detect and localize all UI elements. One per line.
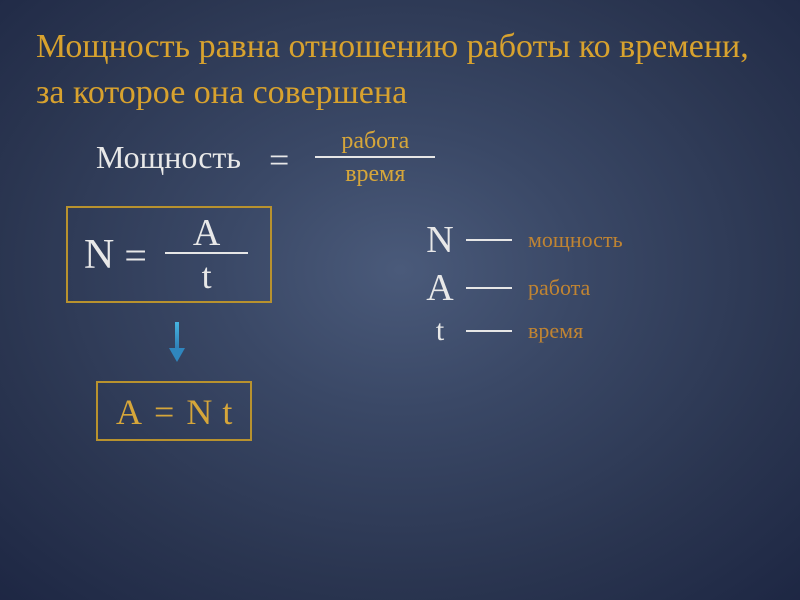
equals-sign: = [154, 391, 174, 433]
symbol-N: N [84, 231, 114, 279]
slide-title: Мощность равна отношению работы ко време… [36, 24, 764, 116]
legend-text-work: работа [528, 275, 590, 301]
legend-text-time: время [528, 318, 583, 344]
word-fraction: работа время [315, 128, 435, 188]
symbol-t: t [202, 254, 212, 297]
formula-box-1: N = A t [66, 206, 272, 303]
equals-sign: = [269, 139, 289, 181]
word-power: Мощность [96, 139, 241, 176]
word-numerator: работа [315, 128, 435, 156]
fraction: A t [165, 214, 248, 297]
symbol-N: N [186, 391, 212, 433]
legend-row-t: t время [416, 314, 623, 348]
legend-dash [466, 239, 512, 241]
legend-row-A: A работа [416, 266, 623, 310]
legend-symbol-A: A [416, 266, 464, 310]
symbol-t: t [222, 391, 232, 433]
equals-sign: = [124, 232, 147, 279]
legend-dash [466, 330, 512, 332]
formula-box-2: A = N t [96, 381, 252, 441]
legend: N мощность A работа t время [416, 218, 623, 352]
symbol-A: A [165, 214, 248, 252]
legend-row-N: N мощность [416, 218, 623, 262]
legend-symbol-t: t [416, 314, 464, 348]
formula-area: N = A t A = N t N мощность A [36, 196, 764, 536]
legend-dash [466, 287, 512, 289]
word-definition: Мощность = работа время [96, 128, 764, 188]
down-arrow-icon [170, 322, 184, 362]
symbol-A: A [116, 391, 142, 433]
slide: Мощность равна отношению работы ко време… [0, 0, 800, 556]
legend-text-power: мощность [528, 227, 623, 253]
legend-symbol-N: N [416, 218, 464, 262]
word-denominator: время [345, 158, 405, 188]
